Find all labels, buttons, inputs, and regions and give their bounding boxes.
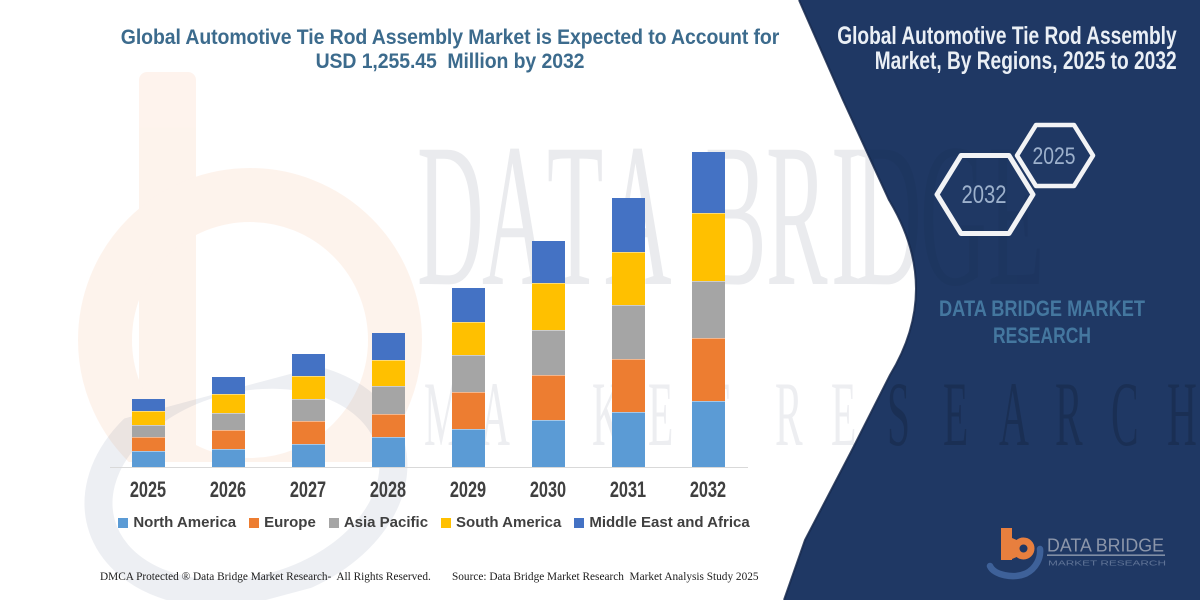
svg-text:2025: 2025 [1033, 143, 1076, 170]
svg-text:RESEARCH: RESEARCH [993, 323, 1091, 348]
svg-text:DATA BRIDGE: DATA BRIDGE [1047, 535, 1164, 556]
svg-text:2032: 2032 [962, 181, 1007, 209]
svg-text:DATA BRIDGE MARKET: DATA BRIDGE MARKET [939, 296, 1145, 321]
svg-text:MARKET RESEARCH: MARKET RESEARCH [1048, 561, 1166, 568]
